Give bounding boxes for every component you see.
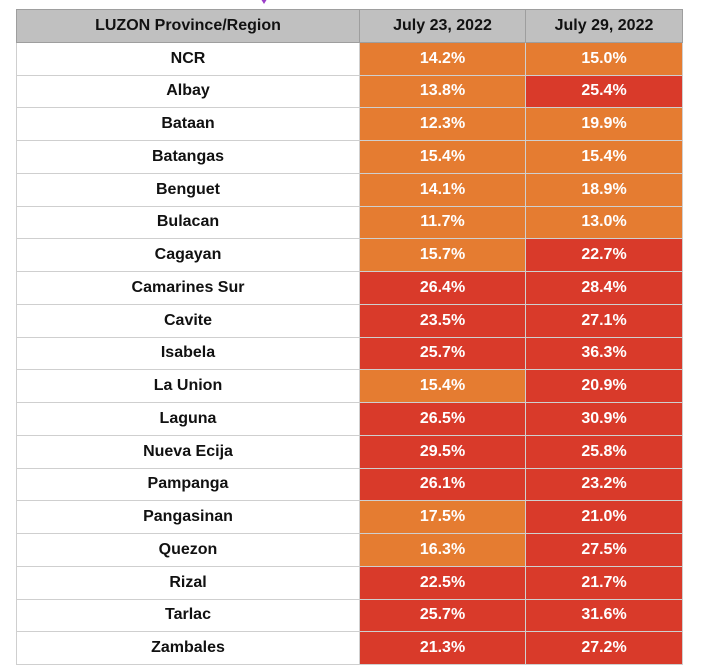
- july-29-value-cell: 31.6%: [525, 598, 683, 633]
- july-23-value-cell: 25.7%: [359, 336, 526, 371]
- july-29-value-cell: 27.2%: [525, 631, 683, 665]
- header-july-29: July 29, 2022: [525, 9, 683, 43]
- july-23-value-cell: 15.4%: [359, 369, 526, 403]
- july-29-value-cell: 27.1%: [525, 303, 683, 338]
- table-row: Isabela 25.7% 36.3%: [16, 336, 683, 371]
- table-row: Benguet 14.1% 18.9%: [16, 172, 683, 207]
- province-name-cell: Cagayan: [16, 238, 360, 272]
- table-row: NCR 14.2% 15.0%: [16, 41, 683, 76]
- july-23-value-cell: 25.7%: [359, 598, 526, 633]
- july-29-value-cell: 21.0%: [525, 500, 683, 534]
- table-row: Laguna 26.5% 30.9%: [16, 402, 683, 436]
- july-23-value-cell: 29.5%: [359, 434, 526, 469]
- july-29-value-cell: 13.0%: [525, 205, 683, 240]
- july-23-value-cell: 26.4%: [359, 271, 526, 305]
- july-23-value-cell: 23.5%: [359, 303, 526, 338]
- july-23-value-cell: 13.8%: [359, 74, 526, 109]
- province-name-cell: Cavite: [16, 303, 360, 338]
- july-29-value-cell: 30.9%: [525, 402, 683, 436]
- table-row: Bataan 12.3% 19.9%: [16, 107, 683, 141]
- province-name-cell: Camarines Sur: [16, 271, 360, 305]
- table-row: Albay 13.8% 25.4%: [16, 74, 683, 109]
- july-23-value-cell: 16.3%: [359, 533, 526, 567]
- province-name-cell: Bulacan: [16, 205, 360, 240]
- july-23-value-cell: 17.5%: [359, 500, 526, 534]
- july-23-value-cell: 11.7%: [359, 205, 526, 240]
- july-23-value-cell: 15.4%: [359, 140, 526, 174]
- table-row: Quezon 16.3% 27.5%: [16, 533, 683, 567]
- province-name-cell: Nueva Ecija: [16, 434, 360, 469]
- province-name-cell: La Union: [16, 369, 360, 403]
- july-29-value-cell: 23.2%: [525, 467, 683, 502]
- table-row: Pampanga 26.1% 23.2%: [16, 467, 683, 502]
- province-name-cell: Quezon: [16, 533, 360, 567]
- july-23-value-cell: 26.5%: [359, 402, 526, 436]
- province-name-cell: Albay: [16, 74, 360, 109]
- july-29-value-cell: 22.7%: [525, 238, 683, 272]
- header-row: LUZON Province/Region July 23, 2022 July…: [16, 9, 683, 43]
- july-29-value-cell: 36.3%: [525, 336, 683, 371]
- july-29-value-cell: 20.9%: [525, 369, 683, 403]
- province-name-cell: Zambales: [16, 631, 360, 665]
- province-name-cell: Bataan: [16, 107, 360, 141]
- table-row: Bulacan 11.7% 13.0%: [16, 205, 683, 240]
- july-23-value-cell: 22.5%: [359, 565, 526, 600]
- province-name-cell: Tarlac: [16, 598, 360, 633]
- table-row: Batangas 15.4% 15.4%: [16, 140, 683, 174]
- table-row: Camarines Sur 26.4% 28.4%: [16, 271, 683, 305]
- province-name-cell: Rizal: [16, 565, 360, 600]
- july-29-value-cell: 15.4%: [525, 140, 683, 174]
- province-name-cell: Benguet: [16, 172, 360, 207]
- july-29-value-cell: 25.8%: [525, 434, 683, 469]
- july-29-value-cell: 18.9%: [525, 172, 683, 207]
- july-23-value-cell: 26.1%: [359, 467, 526, 502]
- july-29-value-cell: 15.0%: [525, 41, 683, 76]
- july-29-value-cell: 27.5%: [525, 533, 683, 567]
- positivity-rate-table: LUZON Province/Region July 23, 2022 July…: [16, 9, 683, 665]
- province-name-cell: Isabela: [16, 336, 360, 371]
- top-marker-shape: [259, 0, 269, 4]
- header-july-23: July 23, 2022: [359, 9, 526, 43]
- province-name-cell: NCR: [16, 41, 360, 76]
- july-29-value-cell: 25.4%: [525, 74, 683, 109]
- province-name-cell: Batangas: [16, 140, 360, 174]
- province-name-cell: Pangasinan: [16, 500, 360, 534]
- province-name-cell: Pampanga: [16, 467, 360, 502]
- july-23-value-cell: 15.7%: [359, 238, 526, 272]
- july-29-value-cell: 21.7%: [525, 565, 683, 600]
- table-row: La Union 15.4% 20.9%: [16, 369, 683, 403]
- table-row: Rizal 22.5% 21.7%: [16, 565, 683, 600]
- table-row: Zambales 21.3% 27.2%: [16, 631, 683, 665]
- header-province-region: LUZON Province/Region: [16, 9, 360, 43]
- july-23-value-cell: 21.3%: [359, 631, 526, 665]
- table-body: NCR 14.2% 15.0% Albay 13.8% 25.4% Bataan 12.3% 1…: [16, 41, 683, 665]
- table-row: Pangasinan 17.5% 21.0%: [16, 500, 683, 534]
- table-row: Tarlac 25.7% 31.6%: [16, 598, 683, 633]
- july-23-value-cell: 14.2%: [359, 41, 526, 76]
- july-23-value-cell: 12.3%: [359, 107, 526, 141]
- province-name-cell: Laguna: [16, 402, 360, 436]
- table-row: Cagayan 15.7% 22.7%: [16, 238, 683, 272]
- july-23-value-cell: 14.1%: [359, 172, 526, 207]
- july-29-value-cell: 28.4%: [525, 271, 683, 305]
- table-row: Nueva Ecija 29.5% 25.8%: [16, 434, 683, 469]
- july-29-value-cell: 19.9%: [525, 107, 683, 141]
- table-row: Cavite 23.5% 27.1%: [16, 303, 683, 338]
